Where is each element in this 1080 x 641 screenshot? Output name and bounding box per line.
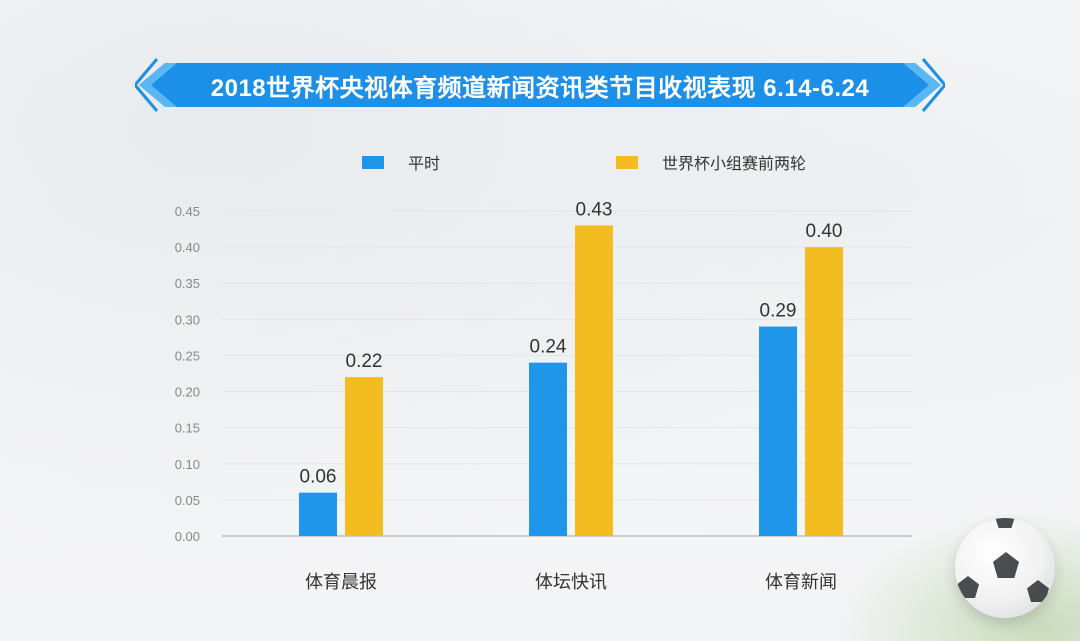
legend-label-worldcup: 世界杯小组赛前两轮 [662,156,807,173]
soccer-ball-icon [955,518,1055,618]
y-tick-label: 0.05 [175,493,200,508]
legend-label-normal: 平时 [408,156,441,173]
y-tick-label: 0.30 [175,312,200,327]
x-tick-label: 体育晨报 [305,572,377,592]
legend-swatch-worldcup [616,155,638,169]
y-tick-label: 0.35 [175,276,200,291]
y-tick-label: 0.10 [175,457,200,472]
x-tick-label: 体坛快讯 [535,572,607,592]
data-label: 0.06 [300,467,337,488]
legend-item-worldcup: 世界杯小组赛前两轮 [616,150,806,174]
bar [345,377,383,536]
data-label: 0.40 [806,221,843,242]
legend: 平时 世界杯小组赛前两轮 [0,150,1080,174]
legend-swatch-normal [362,155,384,169]
title-banner-shape [133,58,947,112]
title-banner: 2018世界杯央视体育频道新闻资讯类节目收视表现 6.14-6.24 [133,57,947,113]
y-tick-label: 0.20 [175,385,200,400]
y-tick-label: 0.40 [175,240,200,255]
bar [759,326,797,536]
y-tick-label: 0.45 [175,204,200,219]
y-tick-label: 0.00 [175,529,200,544]
legend-item-normal: 平时 [362,150,440,174]
bar [299,492,337,536]
bar [575,225,613,536]
data-label: 0.29 [760,301,797,322]
bar [529,362,567,536]
y-tick-label: 0.25 [175,348,200,363]
data-label: 0.22 [346,351,383,372]
y-tick-label: 0.15 [175,421,200,436]
chart-title: 2018世界杯央视体育频道新闻资讯类节目收视表现 6.14-6.24 [210,74,870,102]
data-label: 0.43 [576,199,613,220]
bar [805,247,843,536]
x-tick-label: 体育新闻 [765,572,837,592]
data-label: 0.24 [530,337,567,358]
